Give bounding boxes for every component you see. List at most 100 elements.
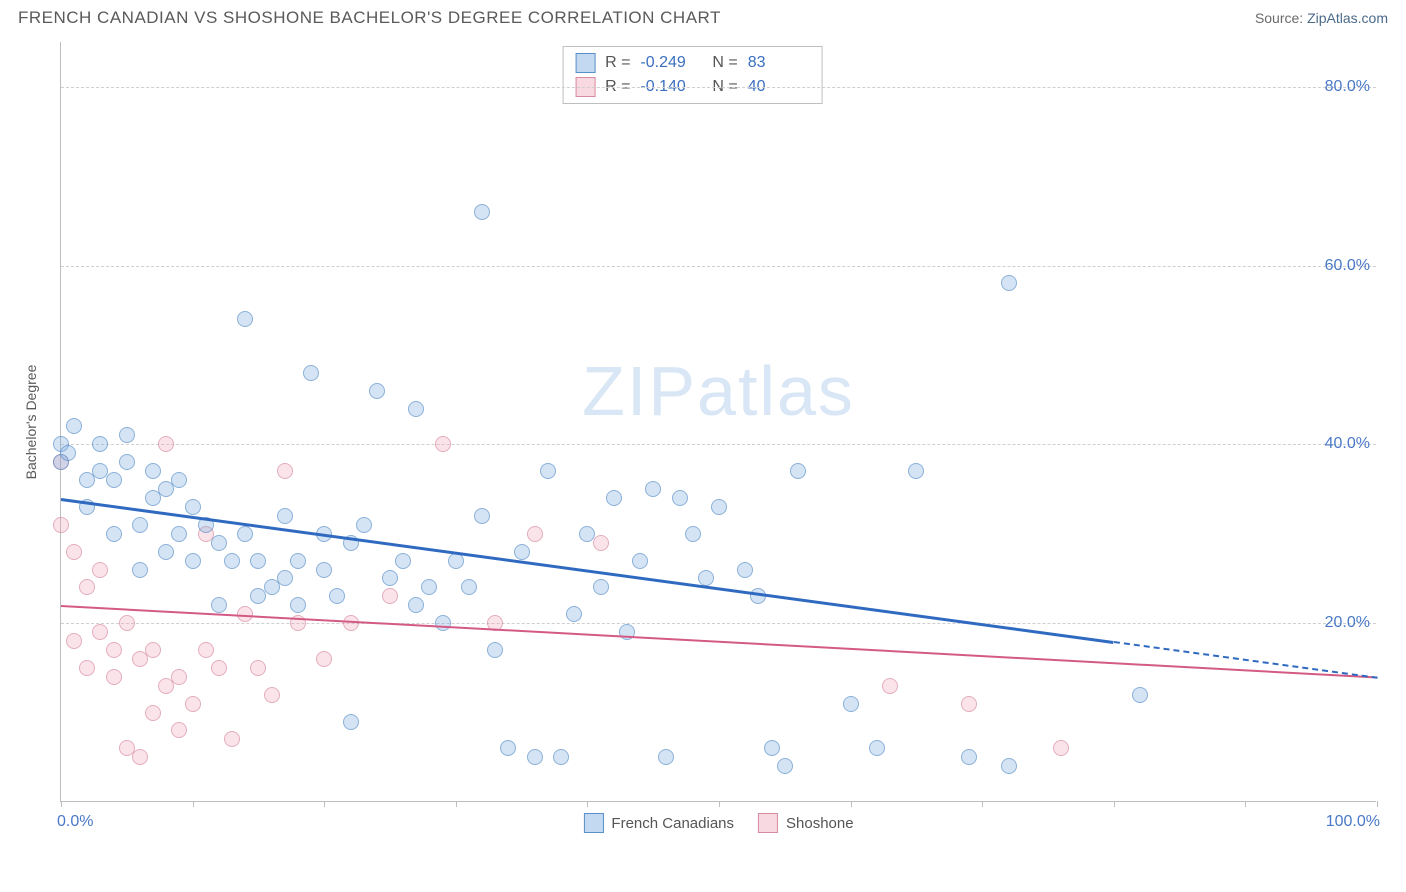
chart-container: ZIPatlas Bachelor's Degree R = -0.249 N … bbox=[18, 42, 1388, 842]
y-tick-label: 40.0% bbox=[1325, 435, 1370, 453]
data-point bbox=[527, 526, 543, 542]
data-point bbox=[435, 436, 451, 452]
data-point bbox=[882, 678, 898, 694]
data-point bbox=[316, 562, 332, 578]
legend-item: French Canadians bbox=[583, 813, 734, 833]
data-point bbox=[408, 597, 424, 613]
data-point bbox=[382, 588, 398, 604]
x-tick-mark bbox=[719, 801, 720, 807]
data-point bbox=[593, 535, 609, 551]
data-point bbox=[421, 579, 437, 595]
data-point bbox=[158, 436, 174, 452]
data-point bbox=[198, 642, 214, 658]
data-point bbox=[185, 553, 201, 569]
data-point bbox=[171, 669, 187, 685]
data-point bbox=[66, 633, 82, 649]
trend-line bbox=[1114, 641, 1377, 679]
data-point bbox=[106, 472, 122, 488]
data-point bbox=[777, 758, 793, 774]
data-point bbox=[303, 365, 319, 381]
data-point bbox=[290, 597, 306, 613]
data-point bbox=[843, 696, 859, 712]
data-point bbox=[185, 696, 201, 712]
legend-series: French Canadians Shoshone bbox=[583, 813, 853, 833]
data-point bbox=[224, 553, 240, 569]
data-point bbox=[106, 526, 122, 542]
data-point bbox=[369, 383, 385, 399]
legend-row: R = -0.249 N = 83 bbox=[575, 51, 810, 75]
chart-header: FRENCH CANADIAN VS SHOSHONE BACHELOR'S D… bbox=[0, 0, 1406, 34]
data-point bbox=[132, 517, 148, 533]
data-point bbox=[461, 579, 477, 595]
data-point bbox=[106, 669, 122, 685]
data-point bbox=[92, 436, 108, 452]
x-tick-mark bbox=[1114, 801, 1115, 807]
data-point bbox=[1053, 740, 1069, 756]
scatter-plot: ZIPatlas Bachelor's Degree R = -0.249 N … bbox=[60, 42, 1376, 802]
n-value: 83 bbox=[748, 51, 810, 75]
x-tick-mark bbox=[61, 801, 62, 807]
data-point bbox=[527, 749, 543, 765]
data-point bbox=[474, 508, 490, 524]
data-point bbox=[66, 418, 82, 434]
data-point bbox=[277, 570, 293, 586]
gridline-h bbox=[61, 266, 1376, 267]
data-point bbox=[1001, 758, 1017, 774]
data-point bbox=[435, 615, 451, 631]
data-point bbox=[645, 481, 661, 497]
data-point bbox=[408, 401, 424, 417]
data-point bbox=[277, 463, 293, 479]
x-tick-mark bbox=[851, 801, 852, 807]
data-point bbox=[487, 642, 503, 658]
r-value: -0.249 bbox=[640, 51, 702, 75]
data-point bbox=[593, 579, 609, 595]
data-point bbox=[132, 562, 148, 578]
data-point bbox=[343, 714, 359, 730]
swatch-series-b bbox=[758, 813, 778, 833]
data-point bbox=[119, 454, 135, 470]
legend-label: French Canadians bbox=[611, 815, 734, 832]
data-point bbox=[514, 544, 530, 560]
data-point bbox=[250, 553, 266, 569]
n-label: N = bbox=[712, 51, 737, 75]
x-tick-mark bbox=[587, 801, 588, 807]
data-point bbox=[92, 624, 108, 640]
data-point bbox=[119, 427, 135, 443]
chart-title: FRENCH CANADIAN VS SHOSHONE BACHELOR'S D… bbox=[18, 8, 721, 28]
data-point bbox=[290, 553, 306, 569]
swatch-series-a bbox=[575, 53, 595, 73]
data-point bbox=[553, 749, 569, 765]
data-point bbox=[1132, 687, 1148, 703]
legend-label: Shoshone bbox=[786, 815, 854, 832]
data-point bbox=[869, 740, 885, 756]
y-tick-label: 80.0% bbox=[1325, 78, 1370, 96]
gridline-h bbox=[61, 87, 1376, 88]
swatch-series-a bbox=[583, 813, 603, 833]
data-point bbox=[79, 660, 95, 676]
data-point bbox=[92, 562, 108, 578]
data-point bbox=[606, 490, 622, 506]
data-point bbox=[145, 463, 161, 479]
x-tick-mark bbox=[456, 801, 457, 807]
data-point bbox=[224, 731, 240, 747]
data-point bbox=[382, 570, 398, 586]
data-point bbox=[329, 588, 345, 604]
data-point bbox=[474, 204, 490, 220]
data-point bbox=[961, 749, 977, 765]
data-point bbox=[908, 463, 924, 479]
data-point bbox=[237, 311, 253, 327]
data-point bbox=[171, 472, 187, 488]
source-link[interactable]: ZipAtlas.com bbox=[1307, 10, 1388, 26]
data-point bbox=[658, 749, 674, 765]
x-axis-max-label: 100.0% bbox=[1326, 813, 1380, 831]
data-point bbox=[185, 499, 201, 515]
watermark: ZIPatlas bbox=[582, 351, 855, 431]
data-point bbox=[395, 553, 411, 569]
data-point bbox=[790, 463, 806, 479]
x-tick-mark bbox=[1377, 801, 1378, 807]
source-credit: Source: ZipAtlas.com bbox=[1255, 10, 1388, 26]
data-point bbox=[119, 615, 135, 631]
x-axis-min-label: 0.0% bbox=[57, 813, 93, 831]
data-point bbox=[60, 445, 76, 461]
data-point bbox=[53, 517, 69, 533]
